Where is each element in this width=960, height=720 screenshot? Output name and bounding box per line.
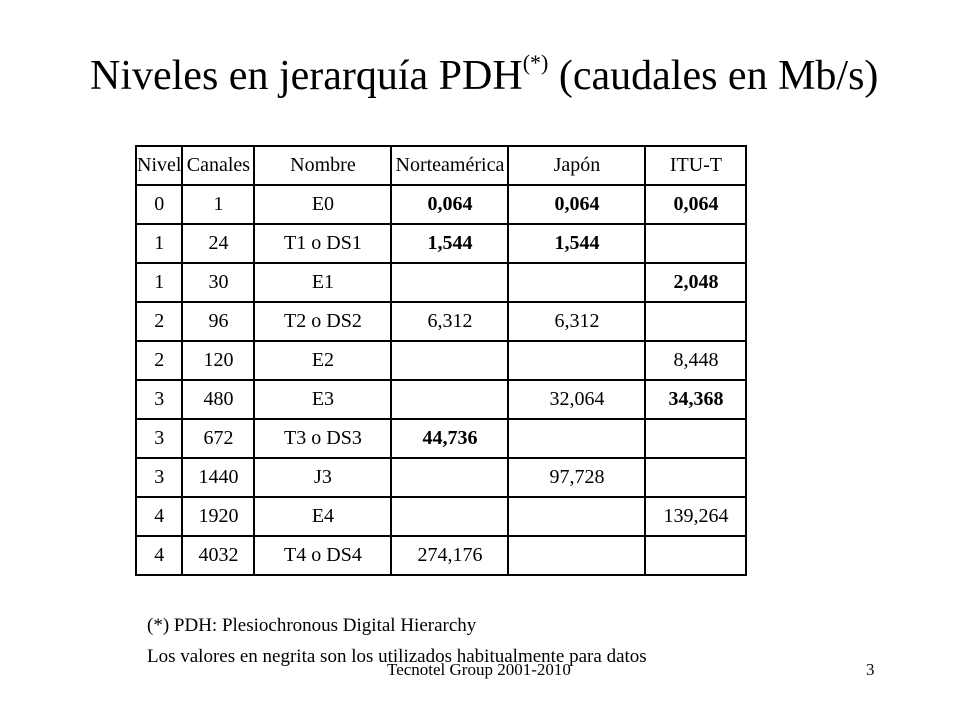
table-cell: 139,264 [644,496,748,537]
footer-company: Tecnotel Group 2001-2010 [387,660,571,679]
table-cell: 96 [181,301,256,342]
table-cell: T3 o DS3 [253,418,393,459]
table-cell [644,457,748,498]
table-cell: 274,176 [390,535,510,576]
table-cell: 1,544 [390,223,510,264]
table-cell [644,535,748,576]
column-header: Canales [181,145,256,186]
table-row: 3 1440 J3 97,728 [134,457,748,498]
table-cell [644,418,748,459]
title-rest: (caudales en Mb/s) [548,53,879,99]
table-cell: 6,312 [390,301,510,342]
table-cell: 6,312 [507,301,647,342]
table-cell: E0 [253,184,393,225]
table-cell: 4032 [181,535,256,576]
table-row: 3 672 T3 o DS3 44,736 [134,418,748,459]
page-number: 3 [866,660,875,679]
table-cell: 480 [181,379,256,420]
column-header: Nombre [253,145,393,186]
table-cell: 0 [134,184,184,225]
table-cell [507,418,647,459]
column-header: ITU-T [644,145,748,186]
table-cell [644,223,748,264]
table-cell: 32,064 [507,379,647,420]
table-cell: 24 [181,223,256,264]
table-cell: T4 o DS4 [253,535,393,576]
table-cell: 120 [181,340,256,381]
table-cell: E3 [253,379,393,420]
table-row: 0 1 E0 0,064 0,064 0,064 [134,184,748,225]
table-cell: 2,048 [644,262,748,303]
table-cell: 1440 [181,457,256,498]
table-cell [390,457,510,498]
table-row: 1 24 T1 o DS1 1,544 1,544 [134,223,748,264]
table-cell: 672 [181,418,256,459]
table-cell: 0,064 [644,184,748,225]
table-cell: 4 [134,535,184,576]
table-row: 2 120 E2 8,448 [134,340,748,381]
table-cell: 3 [134,457,184,498]
pdh-levels-table: Nivel Canales Nombre Norteamérica Japón ITU-T… [134,145,748,576]
table-cell: T2 o DS2 [253,301,393,342]
table-cell [644,301,748,342]
table-cell: 30 [181,262,256,303]
table-cell [507,340,647,381]
footnote-pdh: (*) PDH: Plesiochronous Digital Hierarch… [147,615,477,636]
table-row: 1 30 E1 2,048 [134,262,748,303]
table-cell [390,379,510,420]
table-cell [390,340,510,381]
table-cell: 1,544 [507,223,647,264]
table-cell: J3 [253,457,393,498]
table-cell: 0,064 [390,184,510,225]
table-cell: E2 [253,340,393,381]
table-cell: 2 [134,301,184,342]
table-cell [390,262,510,303]
table-cell: 3 [134,379,184,420]
column-header: Japón [507,145,647,186]
table-cell: T1 o DS1 [253,223,393,264]
table-cell [390,496,510,537]
column-header: Norteamérica [390,145,510,186]
table-row: 4 4032 T4 o DS4 274,176 [134,535,748,576]
slide-title: Niveles en jerarquía PDH(*) (caudales en… [90,46,910,106]
table-cell: E4 [253,496,393,537]
table-cell: 1 [181,184,256,225]
title-main: Niveles en jerarquía PDH [90,53,523,99]
table-cell: 4 [134,496,184,537]
table-row: 4 1920 E4 139,264 [134,496,748,537]
table-cell [507,496,647,537]
table-cell: 44,736 [390,418,510,459]
table-cell: 8,448 [644,340,748,381]
table-cell: 1 [134,223,184,264]
column-header: Nivel [134,145,184,186]
table-cell: E1 [253,262,393,303]
table-row: 2 96 T2 o DS2 6,312 6,312 [134,301,748,342]
table-cell [507,535,647,576]
table-cell: 1920 [181,496,256,537]
header-row: Nivel Canales Nombre Norteamérica Japón ITU-T [134,145,748,186]
footnote-bold-values: Los valores en negrita son los utilizado… [147,646,647,667]
table-cell: 3 [134,418,184,459]
table-cell: 2 [134,340,184,381]
table-cell: 0,064 [507,184,647,225]
table-cell: 97,728 [507,457,647,498]
table-cell: 1 [134,262,184,303]
table-row: 3 480 E3 32,064 34,368 [134,379,748,420]
title-footnote-marker: (*) [522,50,549,75]
table-cell: 34,368 [644,379,748,420]
table-cell [507,262,647,303]
